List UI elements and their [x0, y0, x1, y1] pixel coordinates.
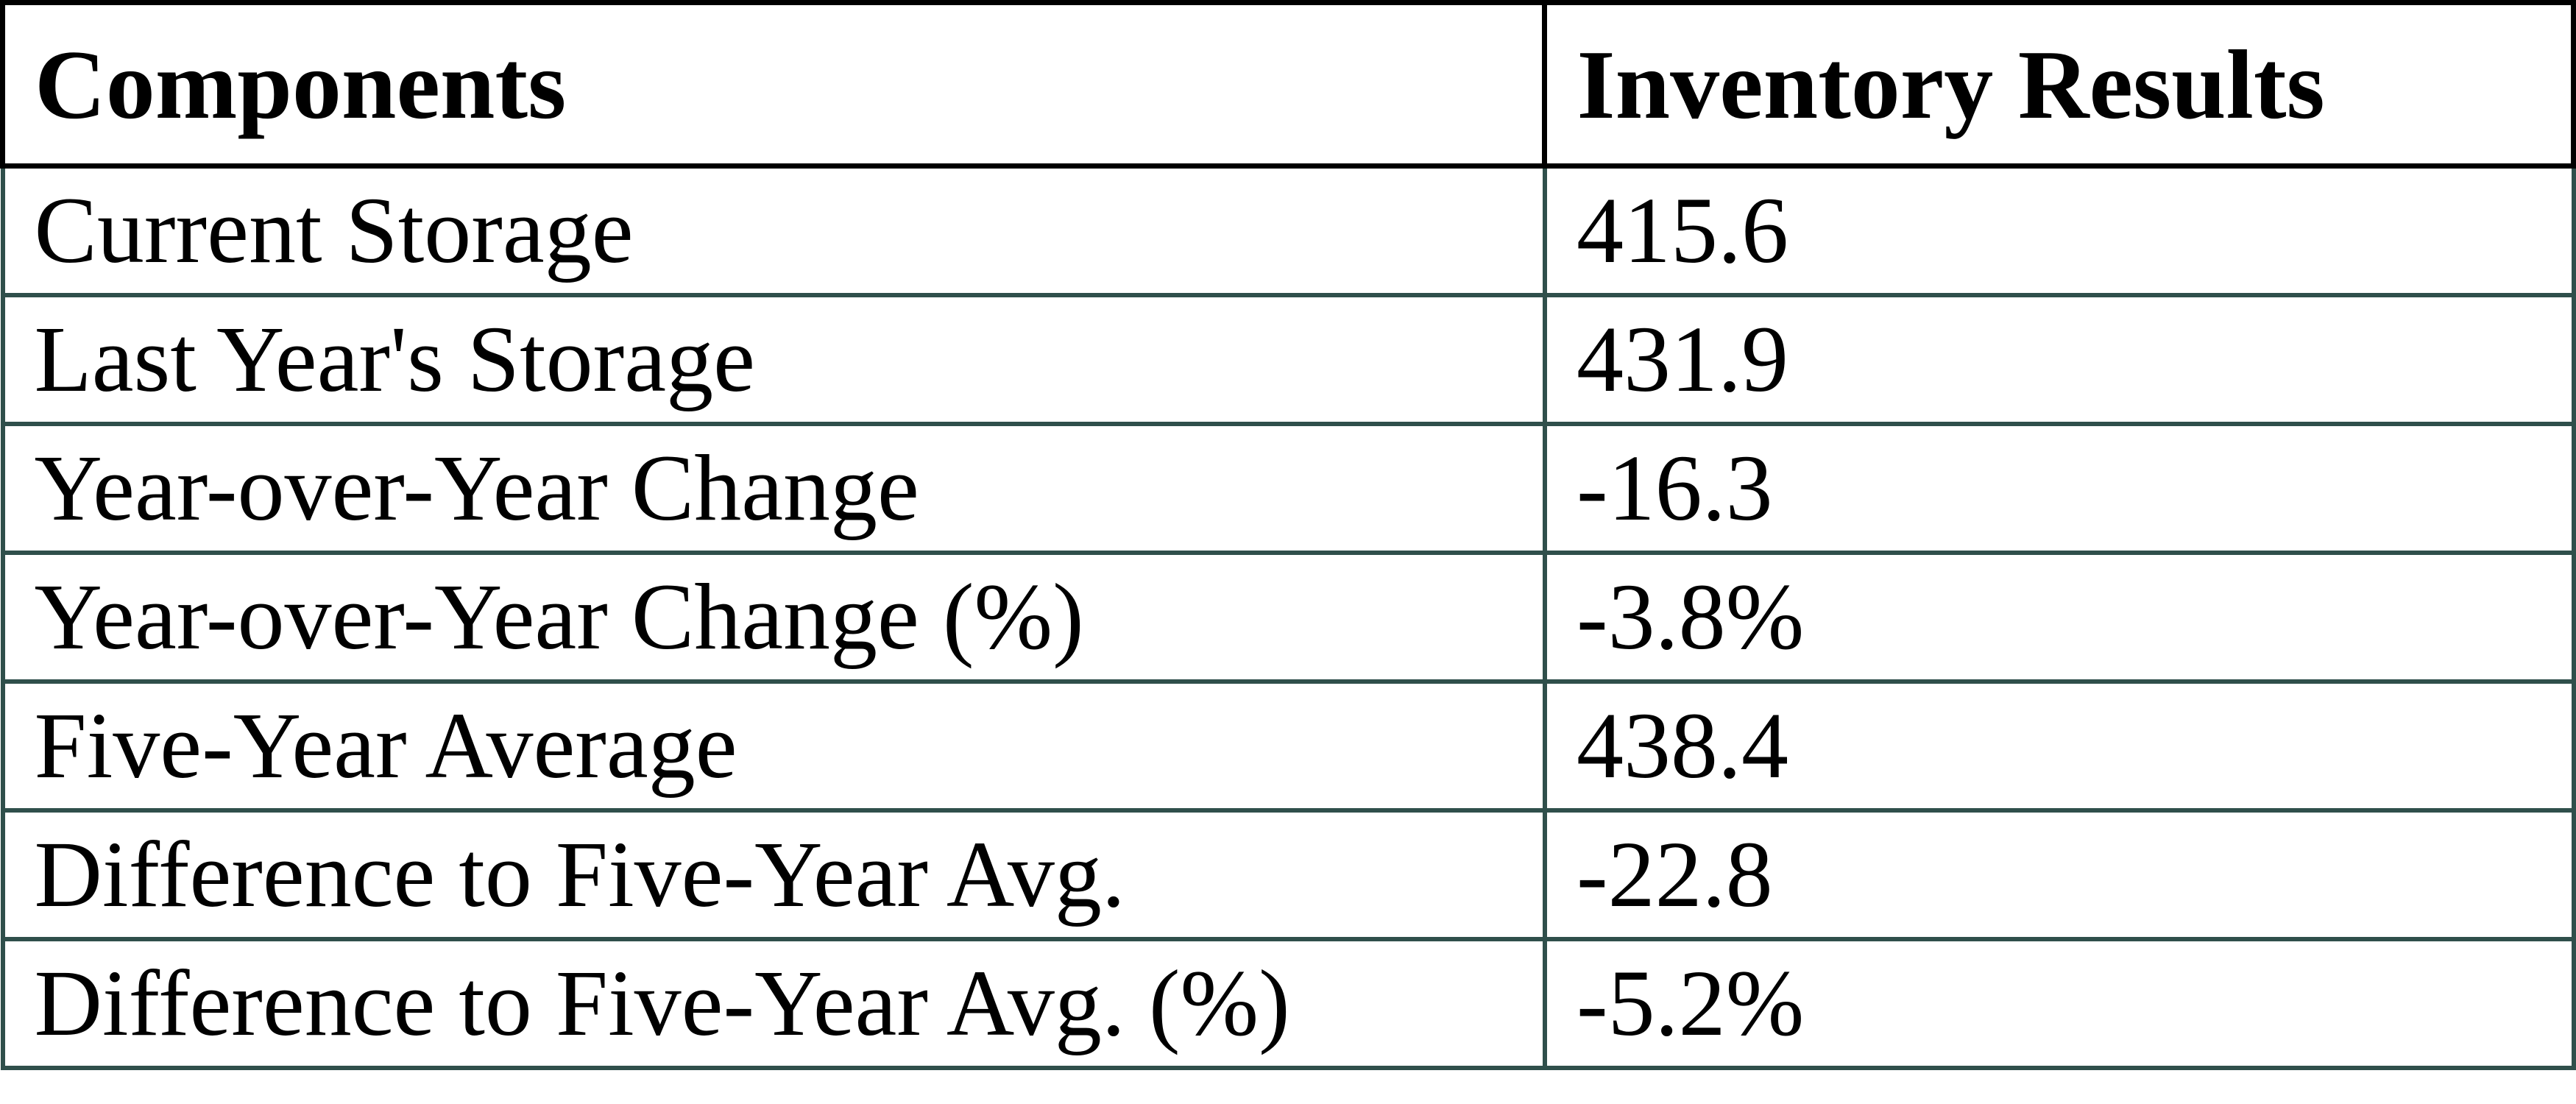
column-header-inventory-results: Inventory Results — [1542, 0, 2576, 169]
table-row: Last Year's Storage 431.9 — [0, 293, 2576, 426]
table-row: Year-over-Year Change (%) -3.8% — [0, 551, 2576, 684]
component-cell: Difference to Five-Year Avg. — [0, 808, 1547, 941]
table-row: Difference to Five-Year Avg. (%) -5.2% — [0, 937, 2576, 1070]
value-cell: 431.9 — [1542, 293, 2576, 426]
value-cell: 415.6 — [1542, 163, 2576, 297]
component-cell: Difference to Five-Year Avg. (%) — [0, 937, 1547, 1070]
table-row: Five-Year Average 438.4 — [0, 679, 2576, 813]
component-cell: Five-Year Average — [0, 679, 1547, 813]
inventory-table-container: Components Inventory Results Current Sto… — [0, 0, 2576, 1070]
component-cell: Year-over-Year Change (%) — [0, 551, 1547, 684]
component-cell: Current Storage — [0, 163, 1547, 297]
header-row: Components Inventory Results — [0, 0, 2576, 169]
table-row: Year-over-Year Change -16.3 — [0, 422, 2576, 555]
value-cell: -5.2% — [1542, 937, 2576, 1070]
value-cell: -3.8% — [1542, 551, 2576, 684]
value-cell: -16.3 — [1542, 422, 2576, 555]
component-cell: Year-over-Year Change — [0, 422, 1547, 555]
value-cell: -22.8 — [1542, 808, 2576, 941]
table-row: Current Storage 415.6 — [0, 163, 2576, 297]
value-cell: 438.4 — [1542, 679, 2576, 813]
column-header-components: Components — [0, 0, 1548, 169]
table-row: Difference to Five-Year Avg. -22.8 — [0, 808, 2576, 941]
inventory-table: Components Inventory Results Current Sto… — [0, 0, 2576, 1070]
component-cell: Last Year's Storage — [0, 293, 1547, 426]
